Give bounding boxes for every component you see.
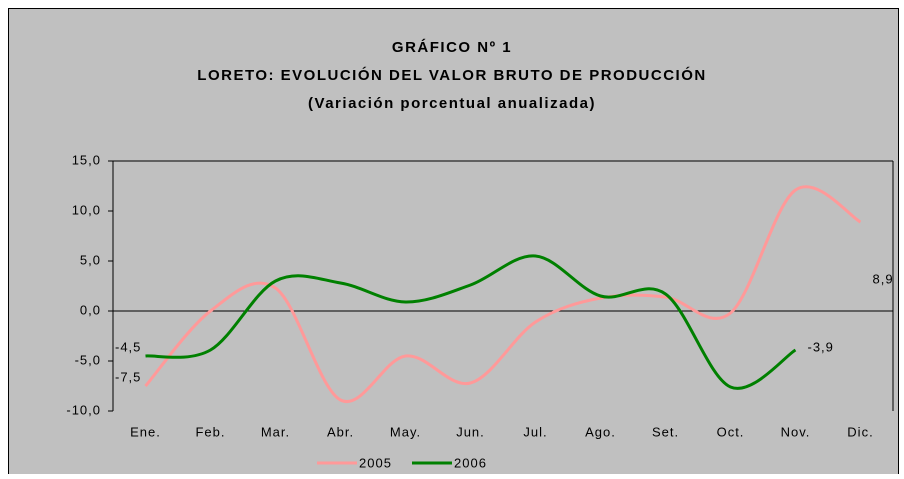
chart-title: LORETO: EVOLUCIÓN DEL VALOR BRUTO DE PRO… — [197, 66, 706, 84]
chart-background — [8, 8, 899, 479]
x-tick-label: Set. — [652, 424, 679, 439]
x-tick-label: Feb. — [195, 424, 225, 439]
legend-label: 2005 — [359, 455, 392, 470]
legend-label: 2006 — [454, 455, 487, 470]
data-label: 8,9 — [873, 271, 894, 286]
y-tick-label: -10,0 — [66, 402, 101, 417]
x-tick-label: Nov. — [781, 424, 811, 439]
y-tick-label: 0,0 — [80, 302, 101, 317]
data-label: -4,5 — [115, 339, 141, 354]
chart-title: GRÁFICO Nº 1 — [392, 39, 512, 56]
x-tick-label: Jun. — [456, 424, 485, 439]
data-label: -7,5 — [115, 369, 141, 384]
y-tick-label: 5,0 — [80, 252, 101, 267]
chart-subtitle: (Variación porcentual anualizada) — [308, 95, 596, 112]
x-tick-label: Oct. — [717, 424, 745, 439]
x-tick-label: Ene. — [130, 424, 161, 439]
y-tick-label: -5,0 — [75, 352, 101, 367]
x-tick-label: Dic. — [847, 424, 873, 439]
x-tick-label: Abr. — [327, 424, 354, 439]
y-tick-label: 15,0 — [72, 152, 101, 167]
x-tick-label: Jul. — [523, 424, 547, 439]
x-tick-label: May. — [390, 424, 421, 439]
y-tick-label: 10,0 — [72, 202, 101, 217]
x-tick-label: Ago. — [585, 424, 616, 439]
data-label: -3,9 — [808, 339, 834, 354]
series-line — [145, 254, 797, 390]
x-tick-label: Mar. — [261, 424, 290, 439]
